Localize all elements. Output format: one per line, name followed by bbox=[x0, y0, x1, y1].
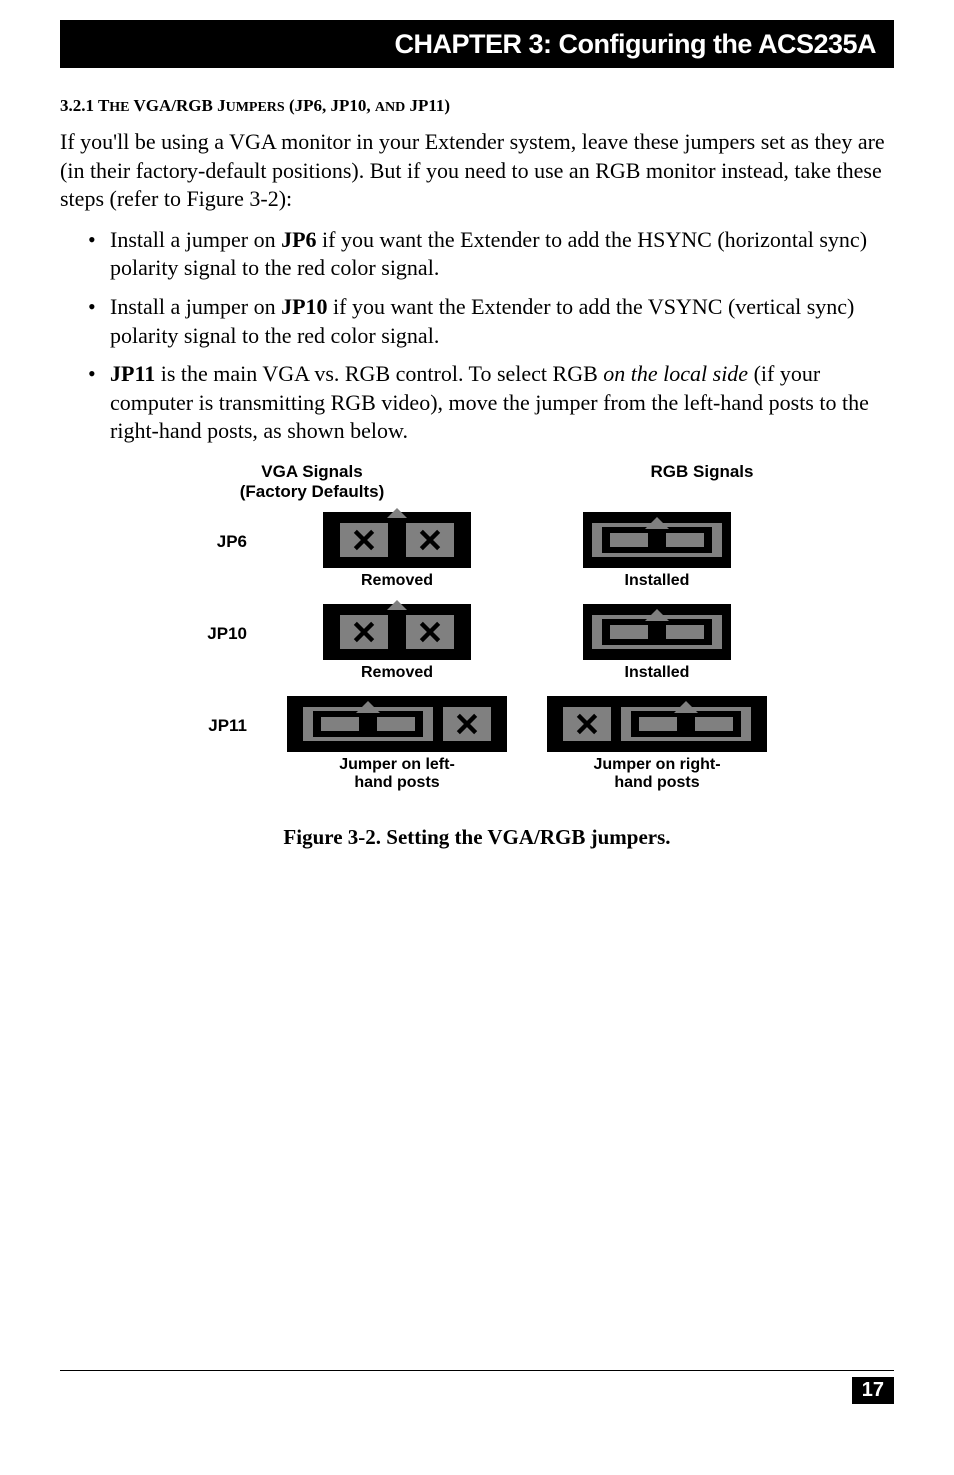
jp10-row: JP10 Removed Installed bbox=[60, 604, 894, 682]
installed-label: Installed bbox=[625, 664, 690, 682]
jp6-rgb: Installed bbox=[547, 512, 767, 590]
col1-header: VGA Signals (Factory Defaults) bbox=[202, 462, 422, 502]
pin-open bbox=[340, 523, 388, 557]
jp10-removed-block bbox=[323, 604, 471, 660]
column-headers: VGA Signals (Factory Defaults) RGB Signa… bbox=[60, 462, 894, 502]
pin-shorted bbox=[303, 707, 433, 741]
section-number: 3.2.1 bbox=[60, 96, 98, 115]
jp10-installed-block bbox=[583, 604, 731, 660]
t6: AND bbox=[375, 100, 405, 115]
list-item: Install a jumper on JP6 if you want the … bbox=[88, 226, 894, 283]
jp6-installed-block bbox=[583, 512, 731, 568]
page-number: 17 bbox=[852, 1377, 894, 1404]
removed-label: Removed bbox=[361, 572, 433, 590]
jp6-row: JP6 Removed Installed bbox=[60, 512, 894, 590]
b3b: is the main VGA vs. RGB control. To sele… bbox=[155, 361, 603, 386]
installed-label: Installed bbox=[625, 572, 690, 590]
b3c: on the local side bbox=[603, 361, 748, 386]
pin-open bbox=[340, 615, 388, 649]
pin-open bbox=[406, 615, 454, 649]
pin-shorted bbox=[621, 707, 751, 741]
figure-caption: Figure 3-2. Setting the VGA/RGB jumpers. bbox=[60, 825, 894, 850]
chapter-title: CHAPTER 3: Configuring the ACS235A bbox=[185, 20, 894, 68]
b3a: JP11 bbox=[110, 361, 155, 386]
t3: VGA/RGB J bbox=[130, 96, 226, 115]
b1a: Install a jumper on bbox=[110, 227, 281, 252]
jp11-rgb: Jumper on right- hand posts bbox=[547, 696, 767, 791]
jp11-left-block bbox=[287, 696, 507, 752]
t2: HE bbox=[109, 100, 129, 115]
jp10-vga: Removed bbox=[287, 604, 507, 682]
jp6-vga: Removed bbox=[287, 512, 507, 590]
pin-open bbox=[443, 707, 491, 741]
jp11-vga: Jumper on left- hand posts bbox=[287, 696, 507, 791]
jp10-rgb: Installed bbox=[547, 604, 767, 682]
b2b: JP10 bbox=[281, 294, 327, 319]
pin-shorted bbox=[592, 523, 722, 557]
section-heading: 3.2.1 THE VGA/RGB JUMPERS (JP6, JP10, AN… bbox=[60, 96, 894, 116]
header-left-block bbox=[60, 20, 185, 68]
list-item: Install a jumper on JP10 if you want the… bbox=[88, 293, 894, 350]
jp10-label: JP10 bbox=[187, 624, 247, 644]
pin-open bbox=[563, 707, 611, 741]
col2-header: RGB Signals bbox=[592, 462, 812, 502]
intro-paragraph: If you'll be using a VGA monitor in your… bbox=[60, 128, 894, 214]
chapter-header: CHAPTER 3: Configuring the ACS235A bbox=[60, 20, 894, 68]
jp11-label: JP11 bbox=[187, 716, 247, 736]
jp11-row: JP11 Jumper on left- hand posts Jumper o… bbox=[60, 696, 894, 791]
t7: JP11) bbox=[405, 96, 450, 115]
t5: (JP6, JP10, bbox=[285, 96, 375, 115]
page-footer: 17 bbox=[60, 1370, 894, 1404]
pin-open bbox=[406, 523, 454, 557]
bullet-list: Install a jumper on JP6 if you want the … bbox=[60, 226, 894, 446]
jp6-label: JP6 bbox=[187, 532, 247, 552]
t1: T bbox=[98, 96, 109, 115]
jumper-diagram: VGA Signals (Factory Defaults) RGB Signa… bbox=[60, 462, 894, 805]
jp11-right-block bbox=[547, 696, 767, 752]
b2a: Install a jumper on bbox=[110, 294, 281, 319]
jp6-removed-block bbox=[323, 512, 471, 568]
removed-label: Removed bbox=[361, 664, 433, 682]
pin-shorted bbox=[592, 615, 722, 649]
list-item: JP11 is the main VGA vs. RGB control. To… bbox=[88, 360, 894, 446]
jumper-left-label: Jumper on left- hand posts bbox=[339, 756, 455, 791]
jumper-right-label: Jumper on right- hand posts bbox=[593, 756, 720, 791]
b1b: JP6 bbox=[281, 227, 316, 252]
t4: UMPERS bbox=[226, 100, 285, 115]
